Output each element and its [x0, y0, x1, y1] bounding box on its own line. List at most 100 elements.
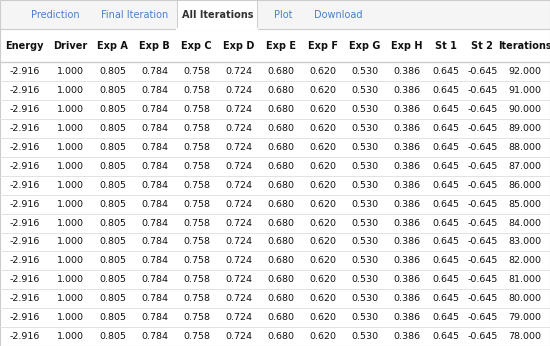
Text: 0.386: 0.386 [393, 86, 421, 95]
Text: 0.620: 0.620 [310, 219, 337, 228]
Text: 0.645: 0.645 [432, 219, 460, 228]
Text: 0.645: 0.645 [432, 143, 460, 152]
Text: 0.645: 0.645 [432, 332, 460, 341]
Text: 1.000: 1.000 [57, 162, 84, 171]
Text: 0.680: 0.680 [267, 105, 294, 114]
Text: 0.758: 0.758 [183, 200, 210, 209]
Text: 0.724: 0.724 [226, 294, 252, 303]
Text: -0.645: -0.645 [467, 313, 497, 322]
Text: Exp H: Exp H [391, 41, 423, 51]
Text: -0.645: -0.645 [467, 162, 497, 171]
Text: 0.784: 0.784 [141, 200, 168, 209]
Text: -0.645: -0.645 [467, 332, 497, 341]
Bar [0, 0, 550, 29]
Text: 0.620: 0.620 [310, 200, 337, 209]
Text: 0.680: 0.680 [267, 313, 294, 322]
Text: 0.724: 0.724 [226, 105, 252, 114]
Text: 0.530: 0.530 [351, 143, 378, 152]
Text: 0.784: 0.784 [141, 105, 168, 114]
Text: 0.680: 0.680 [267, 162, 294, 171]
Text: Iterations: Iterations [498, 41, 550, 51]
Text: 0.758: 0.758 [183, 237, 210, 246]
Text: 88.000: 88.000 [509, 143, 542, 152]
Text: 0.620: 0.620 [310, 332, 337, 341]
Bar [0, 81, 550, 100]
Bar [177, 0, 257, 29]
Text: -2.916: -2.916 [10, 181, 40, 190]
Text: Exp C: Exp C [182, 41, 212, 51]
Text: 78.000: 78.000 [509, 332, 542, 341]
Text: 0.680: 0.680 [267, 200, 294, 209]
Text: 0.386: 0.386 [393, 237, 421, 246]
Text: 0.724: 0.724 [226, 275, 252, 284]
Text: 0.386: 0.386 [393, 294, 421, 303]
Text: 0.386: 0.386 [393, 105, 421, 114]
Bar [0, 157, 550, 176]
Text: 0.724: 0.724 [226, 332, 252, 341]
Text: -2.916: -2.916 [10, 86, 40, 95]
Text: 0.530: 0.530 [351, 67, 378, 76]
Text: 0.724: 0.724 [226, 67, 252, 76]
Text: 1.000: 1.000 [57, 124, 84, 133]
Text: 0.620: 0.620 [310, 143, 337, 152]
Text: 1.000: 1.000 [57, 313, 84, 322]
Text: 0.620: 0.620 [310, 294, 337, 303]
Text: 0.645: 0.645 [432, 313, 460, 322]
Text: -2.916: -2.916 [10, 275, 40, 284]
Text: 81.000: 81.000 [509, 275, 542, 284]
Text: 0.645: 0.645 [432, 237, 460, 246]
Text: -2.916: -2.916 [10, 105, 40, 114]
Text: 0.386: 0.386 [393, 313, 421, 322]
Text: -2.916: -2.916 [10, 162, 40, 171]
Text: 0.784: 0.784 [141, 219, 168, 228]
Text: 0.530: 0.530 [351, 200, 378, 209]
Text: Plot: Plot [274, 10, 293, 20]
Text: -0.645: -0.645 [467, 67, 497, 76]
Text: 0.680: 0.680 [267, 124, 294, 133]
Text: 0.645: 0.645 [432, 256, 460, 265]
Text: 87.000: 87.000 [509, 162, 542, 171]
Text: 1.000: 1.000 [57, 181, 84, 190]
Text: 0.724: 0.724 [226, 143, 252, 152]
Text: Exp D: Exp D [223, 41, 255, 51]
Text: 0.805: 0.805 [99, 105, 126, 114]
Text: -0.645: -0.645 [467, 105, 497, 114]
Text: 0.724: 0.724 [226, 219, 252, 228]
Text: 0.680: 0.680 [267, 332, 294, 341]
Text: 0.784: 0.784 [141, 181, 168, 190]
Text: All Iterations: All Iterations [182, 10, 253, 20]
Text: 0.784: 0.784 [141, 275, 168, 284]
Text: -2.916: -2.916 [10, 256, 40, 265]
Text: 0.784: 0.784 [141, 86, 168, 95]
Text: 0.530: 0.530 [351, 313, 378, 322]
Text: 0.530: 0.530 [351, 275, 378, 284]
Text: 0.758: 0.758 [183, 67, 210, 76]
Text: 86.000: 86.000 [509, 181, 542, 190]
Text: 0.530: 0.530 [351, 162, 378, 171]
Text: -0.645: -0.645 [467, 294, 497, 303]
Text: -2.916: -2.916 [10, 313, 40, 322]
Text: 0.784: 0.784 [141, 237, 168, 246]
Text: 0.645: 0.645 [432, 67, 460, 76]
Text: 0.645: 0.645 [432, 124, 460, 133]
Text: 0.530: 0.530 [351, 86, 378, 95]
Text: 0.805: 0.805 [99, 143, 126, 152]
Text: -2.916: -2.916 [10, 200, 40, 209]
Text: 0.758: 0.758 [183, 275, 210, 284]
Text: Exp E: Exp E [266, 41, 296, 51]
Text: 0.386: 0.386 [393, 200, 421, 209]
Text: Energy: Energy [6, 41, 44, 51]
Text: 0.620: 0.620 [310, 256, 337, 265]
Bar [0, 29, 550, 62]
Text: 0.645: 0.645 [432, 86, 460, 95]
Text: 0.645: 0.645 [432, 181, 460, 190]
Text: 0.645: 0.645 [432, 105, 460, 114]
Text: 0.805: 0.805 [99, 162, 126, 171]
Text: 0.805: 0.805 [99, 237, 126, 246]
Text: 82.000: 82.000 [509, 256, 542, 265]
Text: 0.680: 0.680 [267, 275, 294, 284]
Text: -0.645: -0.645 [467, 256, 497, 265]
Text: 0.758: 0.758 [183, 294, 210, 303]
Text: 1.000: 1.000 [57, 294, 84, 303]
Text: -0.645: -0.645 [467, 237, 497, 246]
